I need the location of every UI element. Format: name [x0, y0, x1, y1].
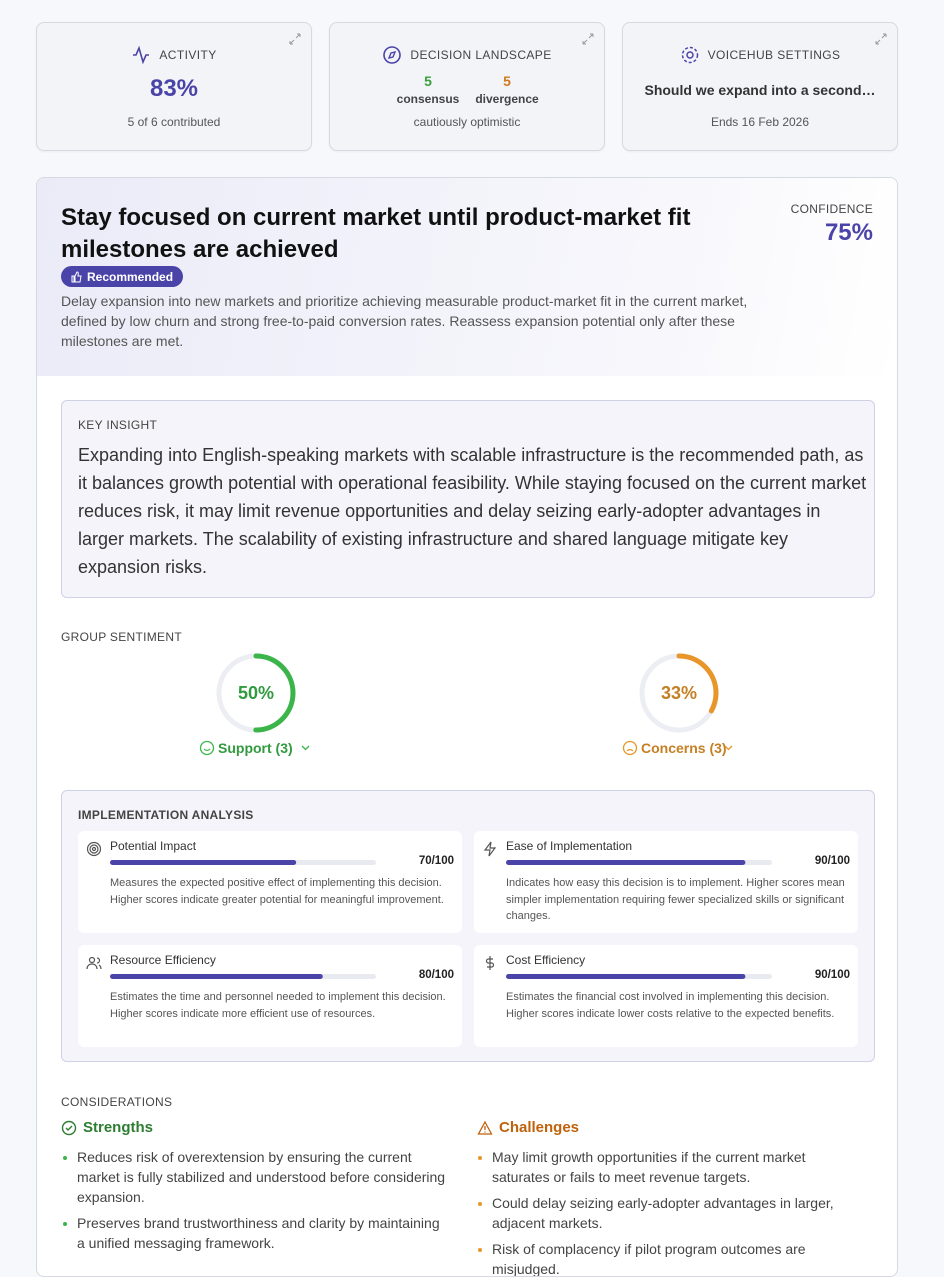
icon — [86, 841, 102, 857]
metric-name: Cost Efficiency — [506, 953, 586, 967]
icon — [485, 956, 495, 970]
icon — [86, 956, 102, 970]
confidence-value: 75% — [824, 219, 873, 246]
bar-fill — [110, 974, 323, 979]
strengths-title: Strengths — [83, 1119, 154, 1136]
bar-fill — [110, 860, 297, 865]
expand-icon[interactable] — [581, 32, 595, 46]
gear-icon — [681, 46, 698, 64]
badge-text: Recommended — [87, 269, 174, 284]
metric-icon — [482, 841, 498, 862]
landscape-card: DECISION LANDSCAPE 5 consensus 5 diverge… — [329, 22, 605, 151]
settings-card[interactable]: VOICEHUB SETTINGS Should we expand into … — [622, 22, 898, 151]
challenges-list: May limit growth opportunities if the cu… — [476, 1147, 866, 1276]
challenges-heading: Challenges — [477, 1119, 579, 1136]
chevron — [724, 745, 733, 751]
bar-fill — [506, 974, 746, 979]
consensus-value: 5 — [424, 73, 432, 89]
icon — [483, 841, 497, 857]
metric-score: 90/100 — [814, 969, 850, 981]
expand-icon[interactable] — [288, 32, 302, 46]
card-title: DECISION LANDSCAPE — [410, 48, 552, 62]
metric-description: Estimates the time and personnel needed … — [110, 991, 446, 1020]
metric-bar — [506, 860, 772, 865]
warning-icon — [477, 1120, 493, 1135]
implementation-label: IMPLEMENTATION ANALYSIS — [78, 808, 254, 822]
check-icon — [61, 1120, 77, 1135]
metric-score: 70/100 — [418, 855, 454, 867]
metric-description: Estimates the financial cost involved in… — [506, 991, 835, 1020]
metric-score: 80/100 — [418, 969, 454, 981]
question: Should we expand into a second… — [644, 82, 876, 98]
metric-icon — [86, 955, 102, 976]
insight-label: KEY INSIGHT — [78, 418, 158, 432]
sentiment-label: GROUP SENTIMENT — [61, 630, 182, 644]
decision-title: Stay focused on current market until pro… — [61, 204, 691, 263]
metric-bar — [110, 860, 376, 865]
challenges-title: Challenges — [499, 1119, 580, 1136]
divergence-label: divergence — [475, 92, 539, 106]
metric-card: Cost Efficiency 90/100 Estimates the finan… — [474, 945, 858, 1047]
sentiment-toggle[interactable]: Support (3) — [199, 740, 310, 756]
metric-name: Potential Impact — [110, 839, 197, 853]
card-title: VOICEHUB SETTINGS — [707, 48, 841, 62]
metric-icon — [86, 841, 102, 862]
implementation-box: IMPLEMENTATION ANALYSIS Potential Impact… — [61, 790, 875, 1062]
activity-card: ACTIVITY 83% 5 of 6 contributed — [36, 22, 312, 151]
sentiment-toggle[interactable]: Concerns (3) — [622, 740, 733, 756]
card-title: ACTIVITY — [159, 48, 217, 62]
ring-value: 50% — [238, 683, 274, 703]
divergence-value: 5 — [503, 73, 511, 89]
metric-description: Measures the expected positive effect of… — [110, 877, 444, 906]
considerations-label: CONSIDERATIONS — [61, 1095, 173, 1109]
decision-description: Delay expansion into new markets and pri… — [61, 293, 748, 349]
metric-icon — [482, 955, 498, 976]
challenges-item: May limit growth opportunities if the cu… — [476, 1147, 866, 1187]
sentiment-name: Concerns (3) — [641, 740, 727, 756]
metric-score: 90/100 — [814, 855, 850, 867]
metric-card: Resource Efficiency 80/100 Estimates the t… — [78, 945, 462, 1047]
sentiment-rings: 50% Support (3) 33% Concerns (3) — [199, 653, 733, 756]
card-caption: 5 of 6 contributed — [127, 115, 221, 129]
decision-card: Stay focused on current market until pro… — [36, 177, 898, 1277]
insight-text: Expanding into English-speaking markets … — [78, 445, 867, 577]
strengths-item: Preserves brand trustworthiness and clar… — [61, 1213, 451, 1253]
card-caption: cautiously optimistic — [413, 115, 521, 129]
metric-card: Potential Impact 70/100 Measures the expec… — [78, 831, 462, 933]
face-mouth — [203, 748, 211, 752]
face-icon — [622, 740, 638, 756]
insight-box: KEY INSIGHT Expanding into English-speak… — [61, 400, 875, 598]
ring-arc — [639, 653, 719, 733]
metric-name: Resource Efficiency — [110, 953, 216, 967]
face-mouth — [626, 748, 634, 752]
chevron — [301, 745, 310, 751]
metric-card: Ease of Implementation 90/100 Indicates ho… — [474, 831, 858, 933]
strengths-list: Reduces risk of overextension by ensurin… — [61, 1147, 451, 1259]
ring-value: 33% — [661, 683, 697, 703]
metric-bar — [506, 974, 772, 979]
activity-value: 83% — [149, 75, 199, 102]
confidence-label: CONFIDENCE — [790, 202, 873, 216]
compass-icon — [383, 46, 402, 64]
strengths-item: Reduces risk of overextension by ensurin… — [61, 1147, 451, 1207]
ring-arc — [216, 653, 296, 733]
card-caption: Ends 16 Feb 2026 — [710, 115, 810, 129]
metric-description: Indicates how easy this decision is to i… — [506, 877, 845, 922]
recommended-badge: Recommended — [61, 266, 184, 287]
metric-bar — [110, 974, 376, 979]
thumb-icon — [71, 270, 82, 282]
bar-fill — [506, 860, 746, 865]
sentiment-name: Support (3) — [218, 740, 293, 756]
page: ACTIVITY 83% 5 of 6 contributed DECISION… — [36, 22, 898, 1277]
challenges-item: Could delay seizing early-adopter advant… — [476, 1193, 866, 1233]
face-icon — [199, 740, 215, 756]
activity-icon — [133, 45, 150, 65]
metric-name: Ease of Implementation — [506, 839, 633, 853]
consensus-label: consensus — [396, 92, 460, 106]
expand-icon[interactable] — [874, 32, 888, 46]
strengths-heading: Strengths — [61, 1119, 153, 1136]
